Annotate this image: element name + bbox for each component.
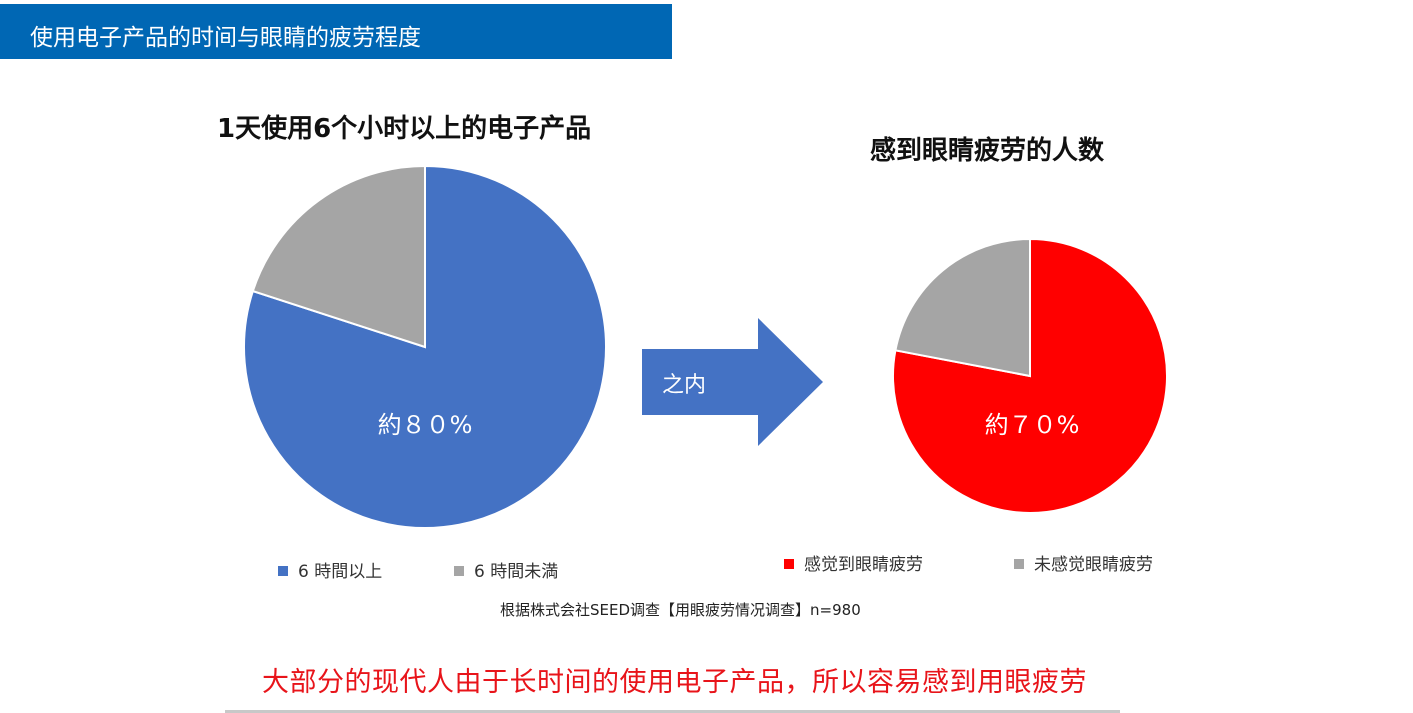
pie-data-label: 約７０% [985,411,1080,439]
left-chart-title: 1天使用6个小时以上的电子产品 [217,114,592,144]
right-pie-chart: 約７０% [892,237,1168,514]
legend-item: 未感觉眼睛疲劳 [1014,550,1153,575]
legend-label: 6 時間以上 [298,562,383,582]
header-bar: 使用电子产品的时间与眼睛的疲劳程度 [0,4,672,59]
arrow-label: 之内 [662,373,706,398]
pie-slice [243,164,607,529]
conclusion-text: 大部分的现代人由于长时间的使用电子产品，所以容易感到用眼疲劳 [262,667,1087,698]
legend-item: 感觉到眼睛疲劳 [784,550,923,575]
legend-item: 6 時間未満 [454,557,558,582]
pie-data-label: 約８０% [378,411,473,439]
legend-swatch [1014,559,1024,569]
arrow-shape: 之内 [642,318,823,446]
legend-swatch [454,566,464,576]
pie-slice [251,164,426,349]
legend-label: 未感觉眼睛疲劳 [1034,555,1153,575]
source-note: 根据株式会社SEED调查【用眼疲劳情况调查】n=980 [500,601,861,619]
legend-label: 6 時間未満 [474,562,559,582]
legend-swatch [278,566,288,576]
left-pie-chart: 約８０% [243,164,607,529]
legend-item: 6 時間以上 [278,557,382,582]
legend-swatch [784,559,794,569]
bottom-divider [225,710,1120,713]
pie-slice [894,237,1031,378]
page-title: 使用电子产品的时间与眼睛的疲劳程度 [30,25,421,51]
legend-label: 感觉到眼睛疲劳 [804,555,923,575]
right-chart-title: 感到眼睛疲劳的人数 [870,136,1105,166]
